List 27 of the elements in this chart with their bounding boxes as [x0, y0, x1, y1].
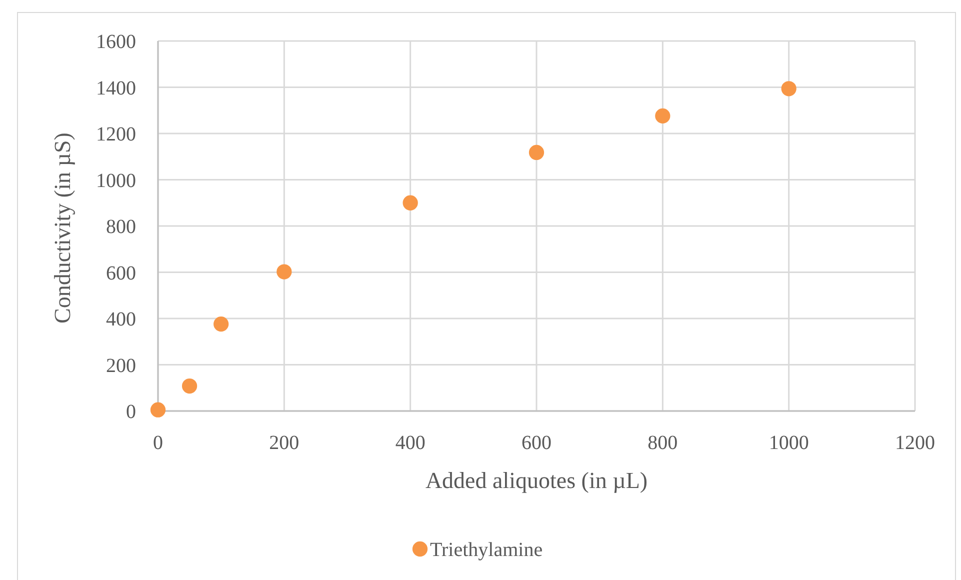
- point: [781, 81, 796, 96]
- point: [276, 264, 292, 280]
- y-tick-label: 1600: [96, 31, 136, 53]
- x-tick-label: 200: [269, 432, 300, 454]
- y-tick-label: 600: [106, 262, 136, 284]
- point: [182, 378, 198, 394]
- x-tick-label: 0: [153, 432, 163, 454]
- legend-label: Triethylamine: [430, 539, 543, 561]
- x-tick-label: 400: [395, 432, 426, 454]
- y-tick-label: 0: [126, 401, 136, 423]
- point: [150, 402, 166, 418]
- y-tick-label: 1000: [96, 170, 136, 192]
- y-tick-label: 1200: [96, 124, 136, 146]
- x-tick-label: 800: [648, 432, 678, 454]
- point: [528, 144, 544, 160]
- x-tick-label: 600: [522, 432, 552, 454]
- x-axis-title: Added aliquotes (in µL): [425, 468, 648, 493]
- x-tick-label: 1200: [895, 432, 935, 454]
- y-axis-title: Conductivity (in µS): [50, 132, 75, 324]
- y-tick-label: 200: [106, 354, 136, 377]
- point: [402, 195, 418, 210]
- x-tick-label: 1000: [768, 432, 809, 454]
- y-tick-label: 1400: [96, 77, 136, 100]
- point: [655, 108, 670, 124]
- point: [214, 316, 229, 332]
- y-tick-label: 400: [106, 308, 136, 330]
- y-tick-label: 800: [106, 216, 136, 238]
